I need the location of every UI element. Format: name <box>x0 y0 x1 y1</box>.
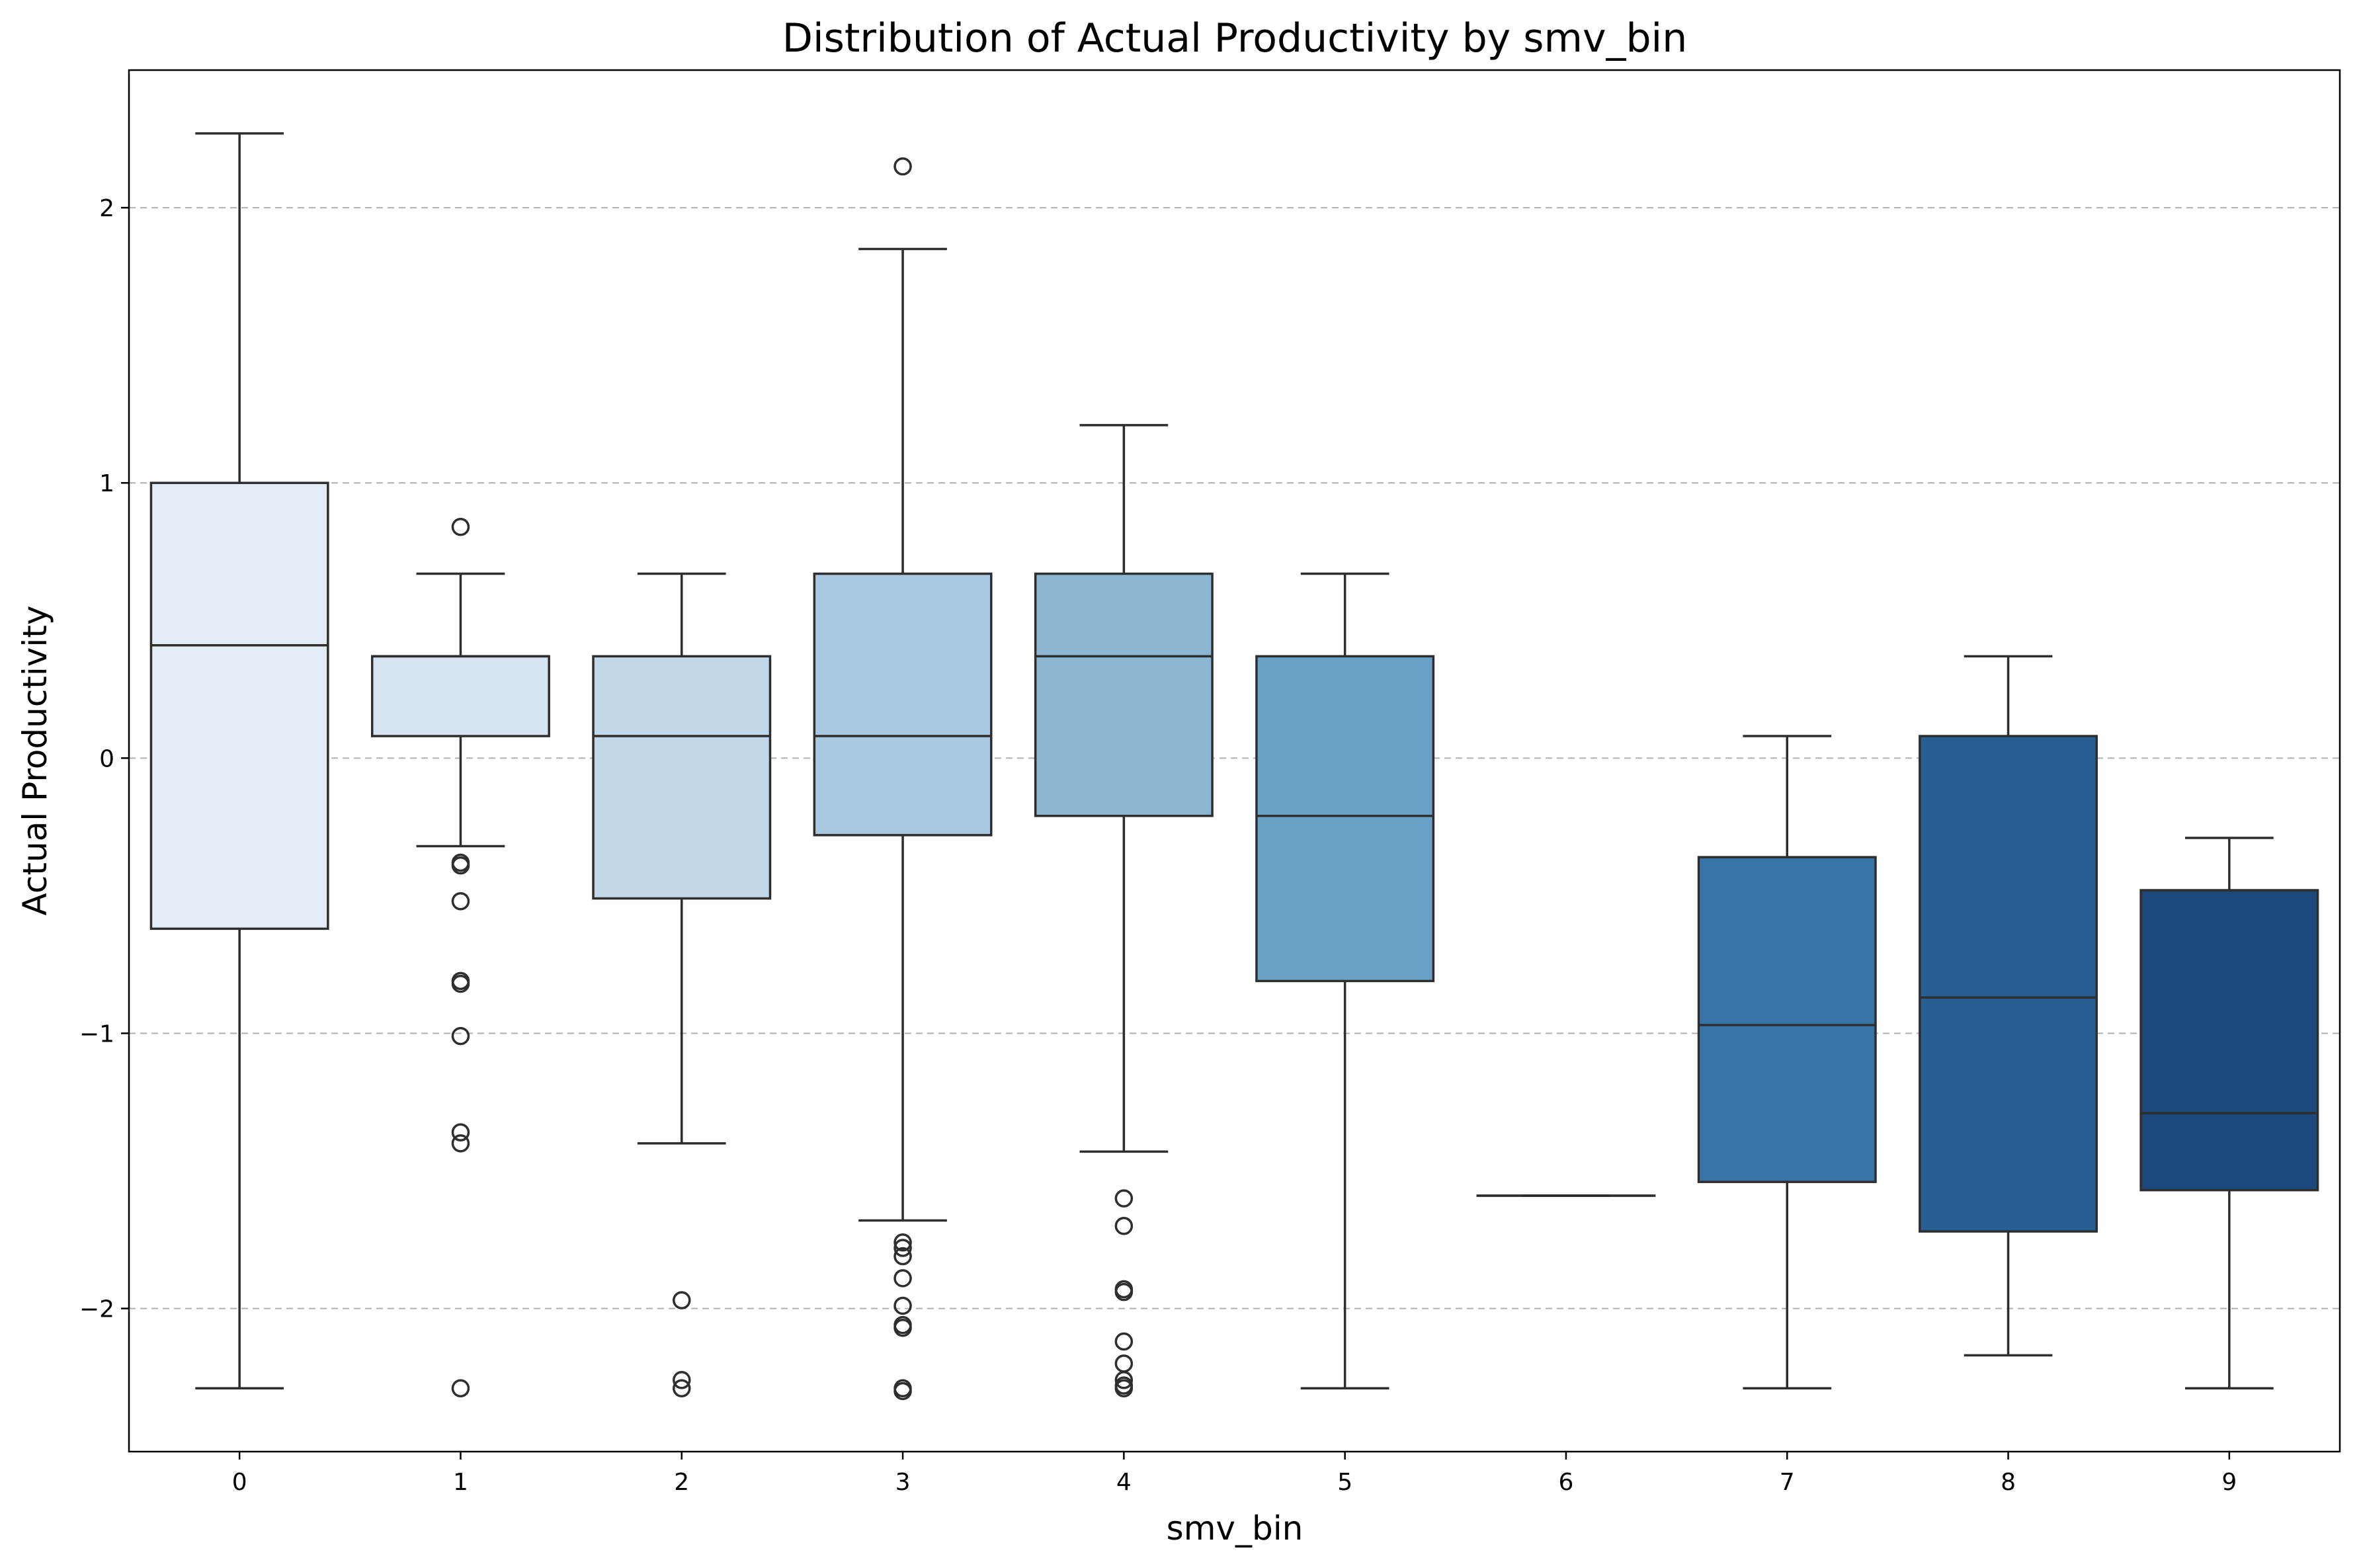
x-tick-label: 1 <box>453 1469 468 1496</box>
outlier-point <box>673 1291 691 1309</box>
y-tick-label: −1 <box>79 1020 114 1048</box>
box-7 <box>1697 735 1877 1390</box>
x-tick-label: 4 <box>1116 1469 1132 1496</box>
x-tick-label: 5 <box>1337 1469 1352 1496</box>
outlier-point <box>893 1296 912 1315</box>
x-tick-label: 8 <box>2001 1469 2016 1496</box>
outlier-point <box>893 1233 912 1252</box>
y-tick-label: 1 <box>99 470 114 497</box>
outlier-point <box>893 1269 912 1288</box>
outlier-point <box>451 1134 470 1153</box>
box-body <box>2139 889 2319 1192</box>
outlier-point <box>893 1239 912 1257</box>
x-tick-label: 6 <box>1558 1469 1573 1496</box>
y-tick-label: −2 <box>79 1296 114 1323</box>
outlier-point <box>451 974 470 993</box>
box-body <box>149 481 329 930</box>
outlier-point <box>893 1318 912 1337</box>
chart-title: Distribution of Actual Productivity by s… <box>782 15 1688 62</box>
outlier-point <box>451 1123 470 1142</box>
x-tick-label: 0 <box>232 1469 247 1496</box>
box-1 <box>370 518 550 1398</box>
box-5 <box>1255 572 1435 1390</box>
outlier-point <box>451 856 470 875</box>
outlier-point <box>1114 1217 1134 1235</box>
y-tick-label: 2 <box>99 195 114 222</box>
box-body <box>370 655 550 737</box>
outlier-point <box>451 891 470 911</box>
box-series <box>149 132 2319 1401</box>
box-0 <box>149 132 329 1390</box>
outlier-point <box>1114 1332 1134 1351</box>
x-tick-label: 2 <box>674 1469 689 1496</box>
x-axis-label: smv_bin <box>1167 1509 1304 1547</box>
x-tick-label: 3 <box>895 1469 911 1496</box>
outlier-point <box>673 1371 691 1389</box>
box-8 <box>1919 655 2098 1357</box>
outlier-point <box>1114 1371 1134 1389</box>
box-body <box>1255 655 1435 983</box>
outlier-point <box>1114 1379 1134 1398</box>
box-9 <box>2139 837 2319 1390</box>
y-axis-label: Actual Productivity <box>16 606 54 916</box>
outlier-point <box>893 1247 912 1266</box>
outlier-point <box>1114 1354 1134 1373</box>
box-4 <box>1034 424 1214 1398</box>
y-tick-label: 0 <box>99 745 114 772</box>
outlier-point <box>451 518 470 536</box>
box-body <box>1697 856 1877 1183</box>
x-tick-label: 7 <box>1780 1469 1795 1496</box>
box-3 <box>813 157 993 1401</box>
box-body <box>1919 735 2098 1233</box>
box-body <box>592 655 772 900</box>
y-gridlines <box>129 207 2340 1309</box>
outlier-point <box>673 1379 691 1398</box>
plot-frame <box>128 69 2341 1453</box>
box-body <box>1034 572 1214 817</box>
outlier-point <box>451 1379 470 1398</box>
box-2 <box>592 572 772 1398</box>
outlier-point <box>893 157 912 176</box>
box-body <box>813 572 993 837</box>
x-tick-label: 9 <box>2221 1469 2237 1496</box>
outlier-point <box>1114 1189 1134 1208</box>
outlier-point <box>893 1382 912 1401</box>
outlier-point <box>1114 1282 1134 1301</box>
axis-ticks: 2 1 0 −1 −2 0 1 2 3 4 5 6 7 8 9 <box>79 195 2237 1496</box>
outlier-point <box>451 1026 470 1046</box>
